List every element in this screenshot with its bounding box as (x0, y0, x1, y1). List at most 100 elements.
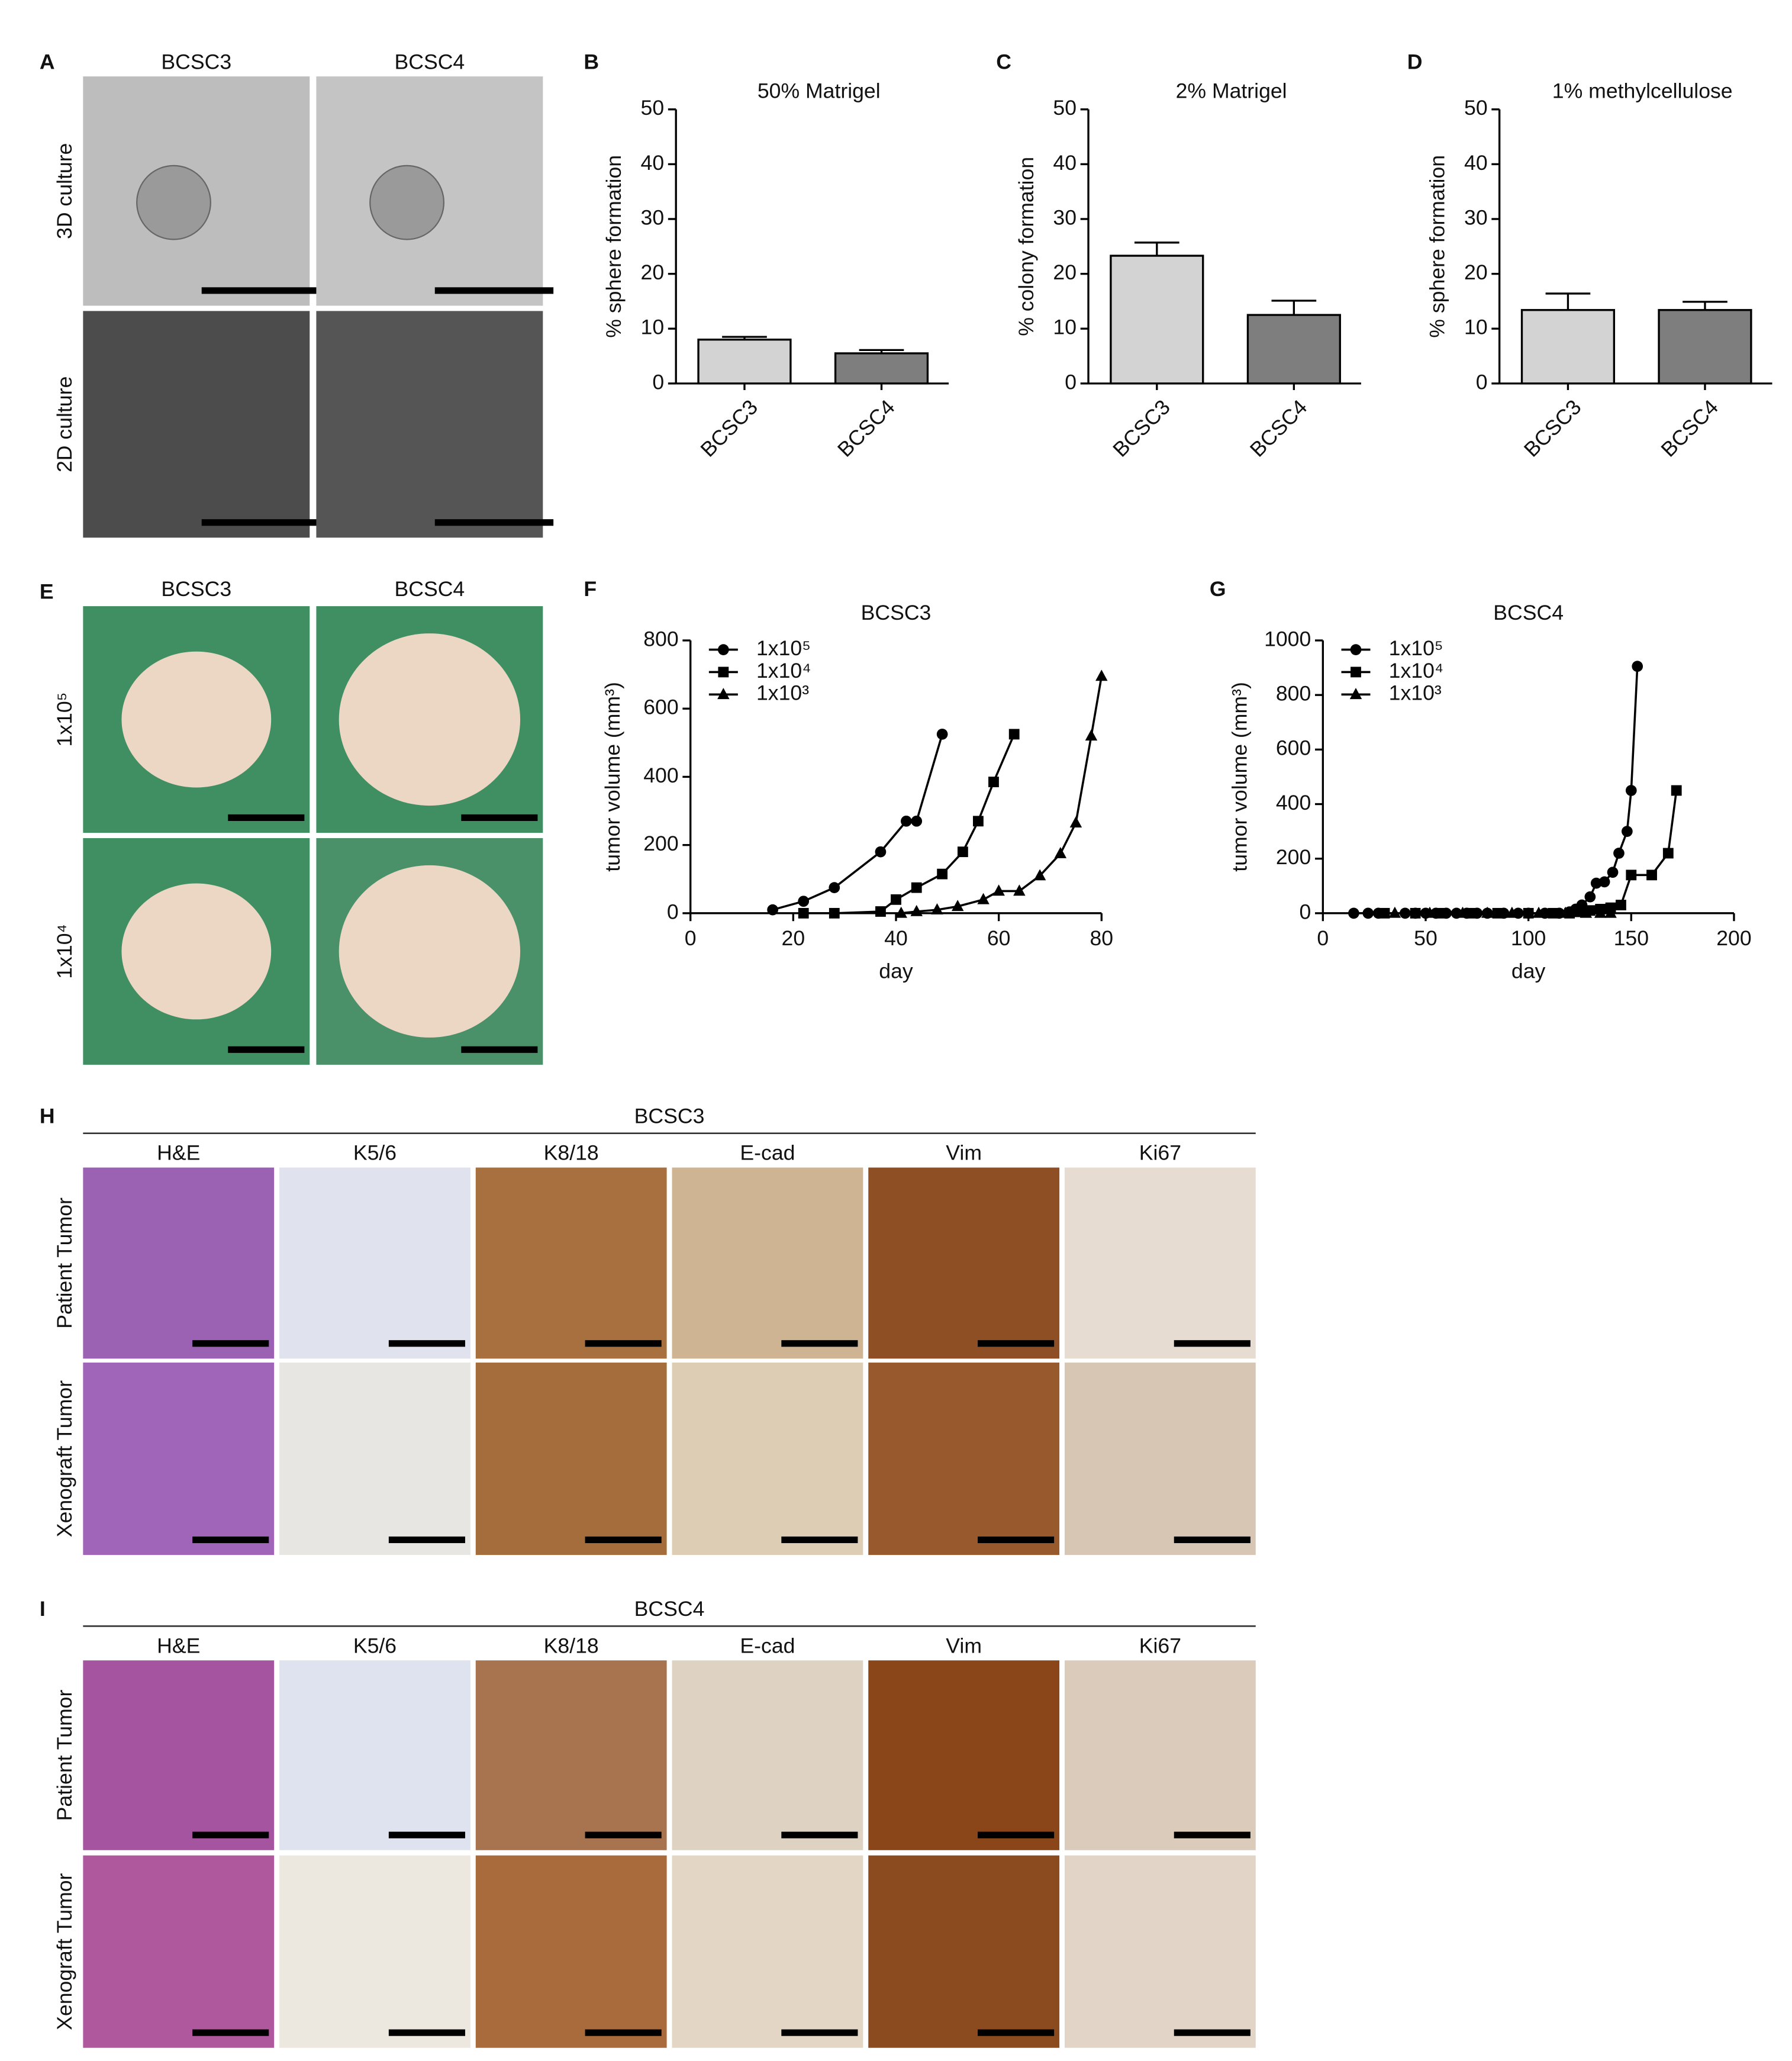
point (901, 815, 912, 827)
point (1054, 846, 1067, 858)
y-tick-label: 600 (643, 695, 678, 719)
micrograph (83, 1363, 275, 1556)
scale-bar (585, 1831, 662, 1838)
point (1481, 906, 1494, 918)
point (1607, 867, 1619, 878)
scale-bar (978, 1831, 1055, 1838)
scale-bar (978, 1340, 1055, 1347)
y-axis-label: % sphere formation (1426, 155, 1449, 338)
row-label: Xenograft Tumor (53, 1873, 76, 2030)
row-label: 1x10⁴ (53, 924, 76, 979)
micrograph (1064, 1660, 1256, 1850)
series-line (803, 733, 1016, 914)
scale-bar (434, 287, 554, 294)
panel-title: BCSC3 (634, 1104, 705, 1128)
panel-title: BCSC4 (634, 1597, 705, 1621)
point (1613, 848, 1625, 859)
scale-bar (978, 2029, 1055, 2036)
x-tick-label: 50 (1414, 926, 1438, 950)
x-tick-label: BCSC4 (833, 395, 899, 462)
row-label: 2D culture (53, 376, 76, 472)
legend-label: 1x10⁵ (756, 636, 811, 660)
panel-letter: A (40, 50, 55, 73)
y-axis-label: % colony formation (1014, 157, 1038, 336)
y-tick-label: 10 (1464, 315, 1488, 339)
chart-title: BCSC4 (1493, 601, 1564, 624)
legend-label: 1x10³ (1389, 681, 1442, 705)
micrograph (672, 1167, 863, 1359)
micrograph (868, 1660, 1060, 1850)
scale-bar (781, 1340, 858, 1347)
point (1348, 907, 1359, 919)
column-label: BCSC4 (394, 577, 465, 601)
y-tick-label: 0 (667, 900, 679, 923)
point (798, 907, 809, 919)
scale-bar (228, 1046, 305, 1053)
sphere (369, 165, 445, 240)
point (1584, 891, 1596, 903)
x-tick-label: 20 (782, 926, 805, 950)
point (1362, 907, 1374, 919)
micrograph (83, 1660, 275, 1850)
point (1646, 870, 1657, 881)
point (875, 906, 886, 917)
point (1594, 906, 1607, 918)
point (1532, 906, 1545, 918)
micrograph (672, 1660, 863, 1850)
column-label: E-cad (740, 1634, 795, 1657)
micrograph (83, 1855, 275, 2048)
micrograph (316, 311, 543, 538)
y-tick-label: 1000 (1264, 627, 1311, 650)
y-tick-label: 20 (641, 260, 665, 284)
micrograph (475, 1855, 667, 2048)
x-tick-label: BCSC4 (1245, 395, 1311, 462)
chart-title: 2% Matrigel (1176, 79, 1287, 102)
series-line (901, 676, 1103, 914)
y-tick-label: 600 (1276, 736, 1311, 760)
point (1095, 669, 1108, 681)
x-axis-label: day (879, 959, 913, 983)
row-label: 3D culture (53, 143, 76, 239)
legend-marker (717, 688, 730, 700)
y-tick-label: 200 (1276, 845, 1311, 869)
scale-bar (585, 1340, 662, 1347)
micrograph (672, 1855, 863, 2048)
point (875, 846, 887, 858)
x-axis-label: day (1511, 959, 1546, 983)
micrograph (868, 1363, 1060, 1556)
x-tick-label: 60 (987, 926, 1011, 950)
x-tick-label: 150 (1614, 926, 1649, 950)
chart-title: 50% Matrigel (758, 79, 881, 102)
bar (1110, 255, 1204, 385)
row-label: Patient Tumor (53, 1690, 76, 1821)
scale-bar (228, 814, 305, 822)
point (1604, 906, 1617, 918)
point (1033, 869, 1046, 881)
scale-bar (585, 2029, 662, 2036)
point (936, 729, 948, 740)
point (992, 884, 1005, 896)
scale-bar (1174, 1536, 1250, 1544)
point (910, 904, 923, 916)
point (911, 882, 922, 893)
column-label: H&E (157, 1141, 200, 1165)
point (1616, 900, 1626, 910)
scale-bar (1174, 1340, 1250, 1347)
point (937, 868, 948, 880)
tumor (339, 865, 521, 1038)
panel-letter: F (584, 577, 597, 601)
bar (1520, 309, 1616, 385)
row-label: Patient Tumor (53, 1197, 76, 1329)
y-axis-label: % sphere formation (602, 155, 626, 338)
scale-bar (192, 2029, 269, 2036)
scale-bar (1174, 2029, 1250, 2036)
scale-bar (388, 1340, 465, 1347)
micrograph (83, 311, 310, 538)
point (1085, 729, 1098, 741)
panel-letter: G (1210, 577, 1226, 601)
x-tick-label: 0 (1317, 926, 1329, 950)
point (1632, 661, 1643, 672)
column-label: E-cad (740, 1141, 795, 1165)
y-tick-label: 0 (652, 370, 664, 394)
